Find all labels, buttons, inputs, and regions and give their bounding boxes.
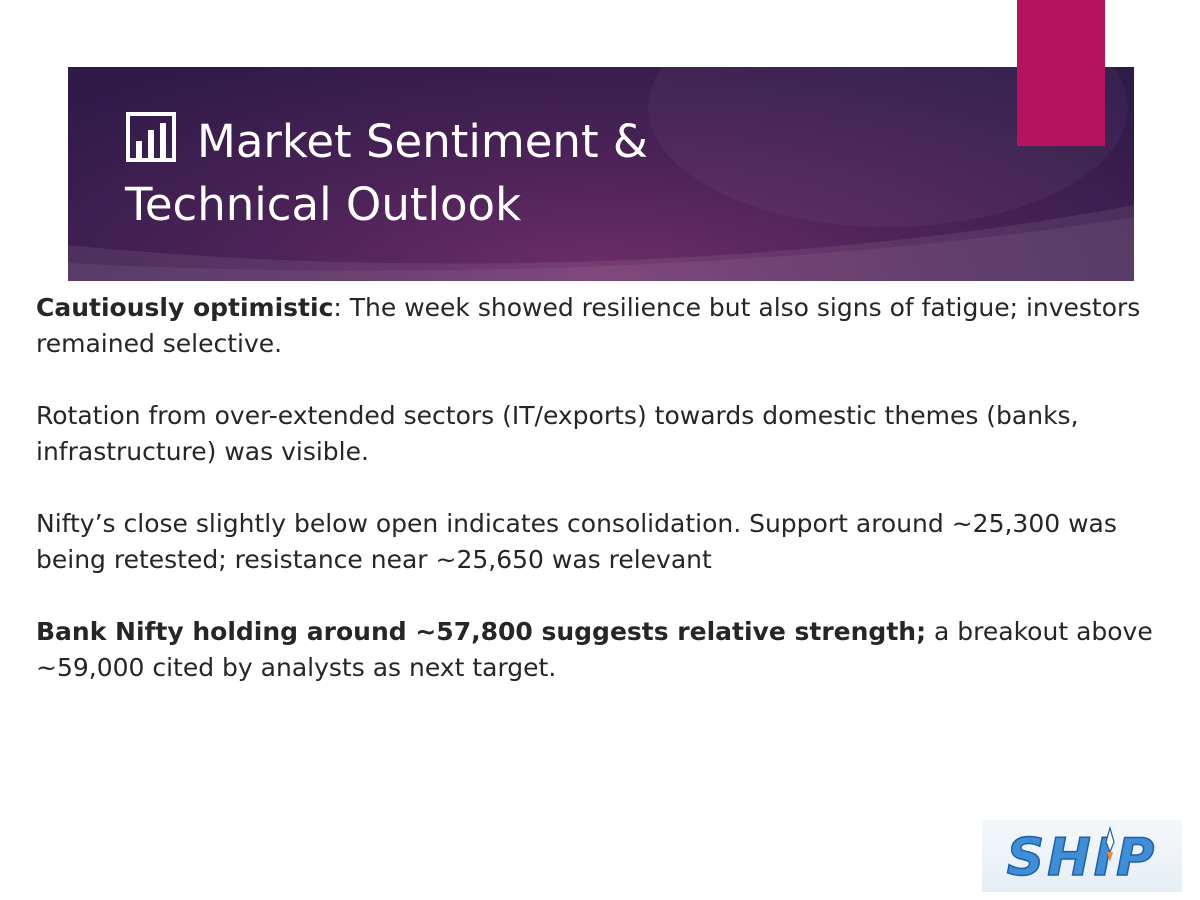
paragraph-text: Rotation from over-extended sectors (IT/… — [36, 401, 1079, 466]
title-band-gloss — [68, 67, 1134, 281]
bar-chart-icon — [125, 111, 177, 163]
title-band — [68, 67, 1134, 281]
accent-tab — [1017, 0, 1105, 146]
rocket-icon — [1105, 825, 1115, 862]
slide-title: Market Sentiment & Technical Outlook — [125, 110, 985, 236]
paragraph-rotation: Rotation from over-extended sectors (IT/… — [36, 398, 1176, 470]
logo-text: SHIP — [1007, 828, 1157, 888]
paragraph-text: a breakout above ~59,000 cited by analys… — [36, 617, 1153, 682]
paragraph-sentiment: Cautiously optimistic: The week showed r… — [36, 290, 1176, 362]
paragraph-nifty: Nifty’s close slightly below open indica… — [36, 506, 1176, 578]
title-line-2: Technical Outlook — [125, 178, 522, 231]
ship-logo: SHIP — [982, 820, 1182, 892]
body-content: Cautiously optimistic: The week showed r… — [36, 290, 1176, 722]
paragraph-text: : The week showed resilience but also si… — [36, 293, 1141, 358]
paragraph-bank-nifty: Bank Nifty holding around ~57,800 sugges… — [36, 614, 1176, 686]
paragraph-text: Nifty’s close slightly below open indica… — [36, 509, 1117, 574]
title-line-1: Market Sentiment & — [197, 115, 648, 168]
paragraph-bold-lead: Cautiously optimistic — [36, 293, 334, 322]
paragraph-bold-lead: Bank Nifty holding around ~57,800 sugges… — [36, 617, 927, 646]
